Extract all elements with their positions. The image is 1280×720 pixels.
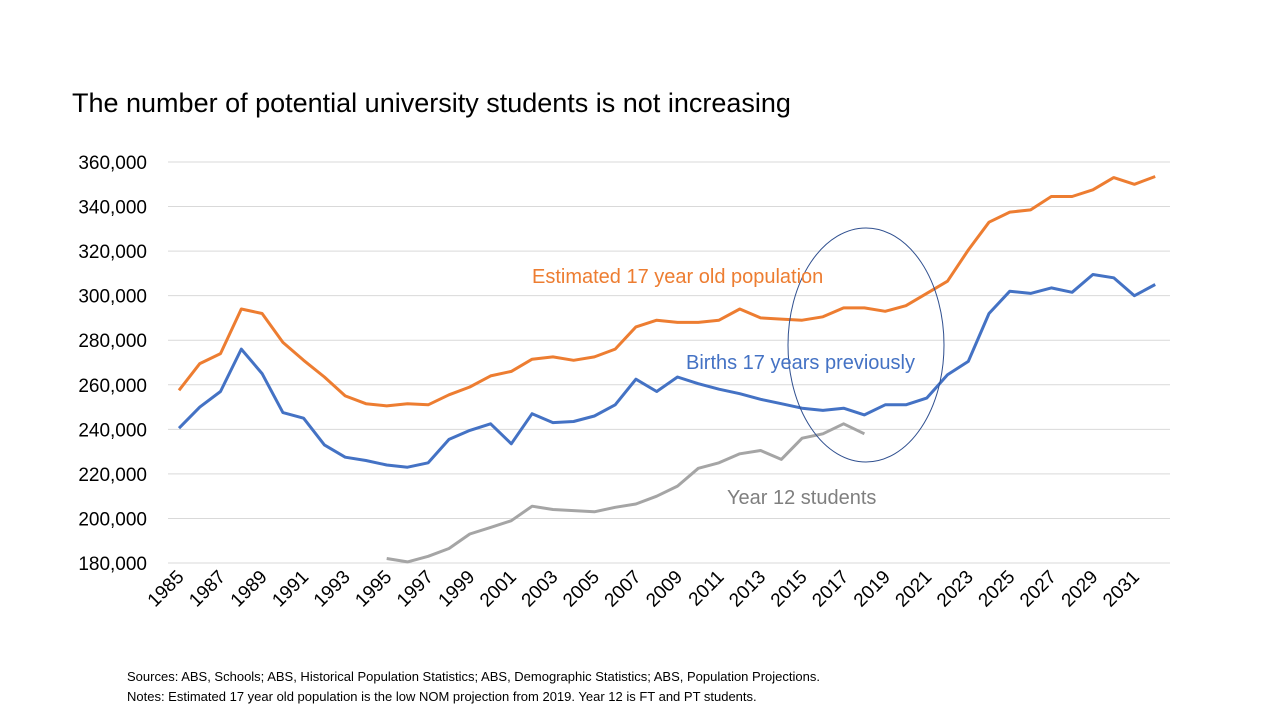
sources-note: Sources: ABS, Schools; ABS, Historical P… — [127, 669, 820, 684]
x-tick-label: 2001 — [476, 567, 521, 612]
y-tick-label: 340,000 — [78, 198, 147, 219]
x-tick-label: 2025 — [975, 567, 1020, 612]
chart-title: The number of potential university stude… — [72, 88, 791, 118]
series-label-estimated-population: Estimated 17 year old population — [532, 266, 824, 288]
y-tick-label: 200,000 — [78, 509, 147, 530]
y-tick-label: 320,000 — [78, 242, 147, 263]
x-tick-label: 1987 — [185, 567, 230, 612]
y-tick-label: 260,000 — [78, 376, 147, 397]
x-tick-label: 2029 — [1058, 567, 1103, 612]
y-tick-label: 220,000 — [78, 465, 147, 486]
x-tick-label: 2031 — [1099, 567, 1144, 612]
x-tick-label: 2023 — [933, 567, 978, 612]
x-tick-label: 1999 — [435, 567, 480, 612]
series-label-births: Births 17 years previously — [686, 352, 915, 374]
x-tick-label: 1997 — [393, 567, 438, 612]
notes-text: Notes: Estimated 17 year old population … — [127, 689, 757, 704]
x-tick-label: 2009 — [642, 567, 687, 612]
x-tick-label: 2005 — [559, 567, 604, 612]
highlight-ellipse — [787, 227, 945, 463]
y-tick-label: 240,000 — [78, 420, 147, 441]
series-line-year-12-students — [386, 422, 866, 564]
series-line-births-17-years-previously — [177, 273, 1156, 469]
x-tick-label: 1985 — [144, 567, 189, 612]
series-label-year12: Year 12 students — [727, 487, 877, 509]
x-tick-label: 2013 — [725, 567, 770, 612]
x-tick-label: 2015 — [767, 567, 812, 612]
y-tick-label: 300,000 — [78, 287, 147, 308]
x-tick-label: 2003 — [518, 567, 563, 612]
x-tick-label: 2011 — [685, 567, 729, 611]
x-tick-label: 2027 — [1016, 567, 1061, 612]
x-tick-label: 1991 — [268, 567, 313, 612]
y-tick-label: 360,000 — [78, 153, 147, 174]
x-tick-label: 1995 — [351, 567, 396, 612]
x-tick-label: 1989 — [227, 567, 272, 612]
series-line-estimated-17-year-old-population — [177, 175, 1156, 408]
y-tick-label: 280,000 — [78, 331, 147, 352]
y-tick-label: 180,000 — [78, 554, 147, 575]
x-tick-label: 1993 — [310, 567, 355, 612]
x-tick-label: 2021 — [892, 567, 937, 612]
x-tick-label: 2017 — [808, 567, 853, 612]
x-tick-label: 2019 — [850, 567, 895, 612]
x-tick-label: 2007 — [601, 567, 646, 612]
